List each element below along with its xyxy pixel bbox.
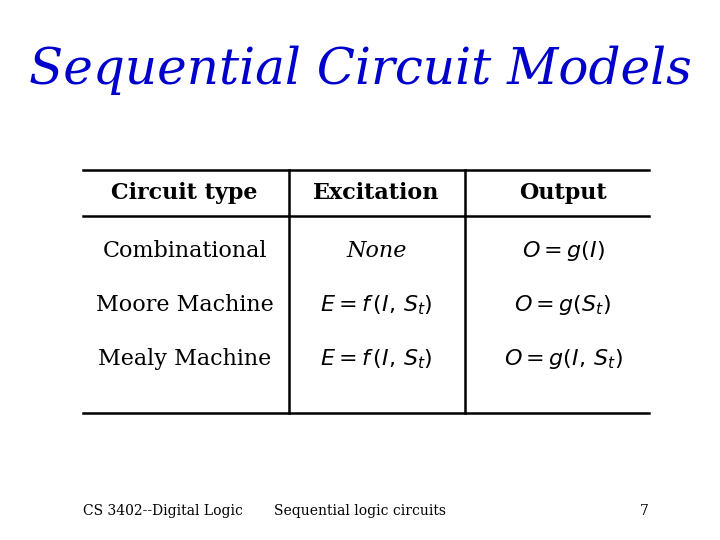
Text: Sequential Circuit Models: Sequential Circuit Models xyxy=(29,45,691,95)
Text: Moore Machine: Moore Machine xyxy=(96,294,274,316)
Text: Sequential logic circuits: Sequential logic circuits xyxy=(274,504,446,518)
Text: Output: Output xyxy=(519,182,607,204)
Text: $E = f\,(I,\, S_t)$: $E = f\,(I,\, S_t)$ xyxy=(320,347,433,371)
Text: CS 3402--Digital Logic: CS 3402--Digital Logic xyxy=(83,504,243,518)
Text: Excitation: Excitation xyxy=(313,182,440,204)
Text: Circuit type: Circuit type xyxy=(112,182,258,204)
Text: 7: 7 xyxy=(640,504,649,518)
Text: $E = f\,(I,\, S_t)$: $E = f\,(I,\, S_t)$ xyxy=(320,293,433,317)
Text: $O = g(S_t)$: $O = g(S_t)$ xyxy=(514,293,611,317)
Text: None: None xyxy=(346,240,407,262)
Text: Combinational: Combinational xyxy=(102,240,267,262)
Text: $O = g(I,\, S_t)$: $O = g(I,\, S_t)$ xyxy=(504,347,622,371)
Text: Mealy Machine: Mealy Machine xyxy=(98,348,271,370)
Text: $O = g(I)$: $O = g(I)$ xyxy=(521,239,605,263)
